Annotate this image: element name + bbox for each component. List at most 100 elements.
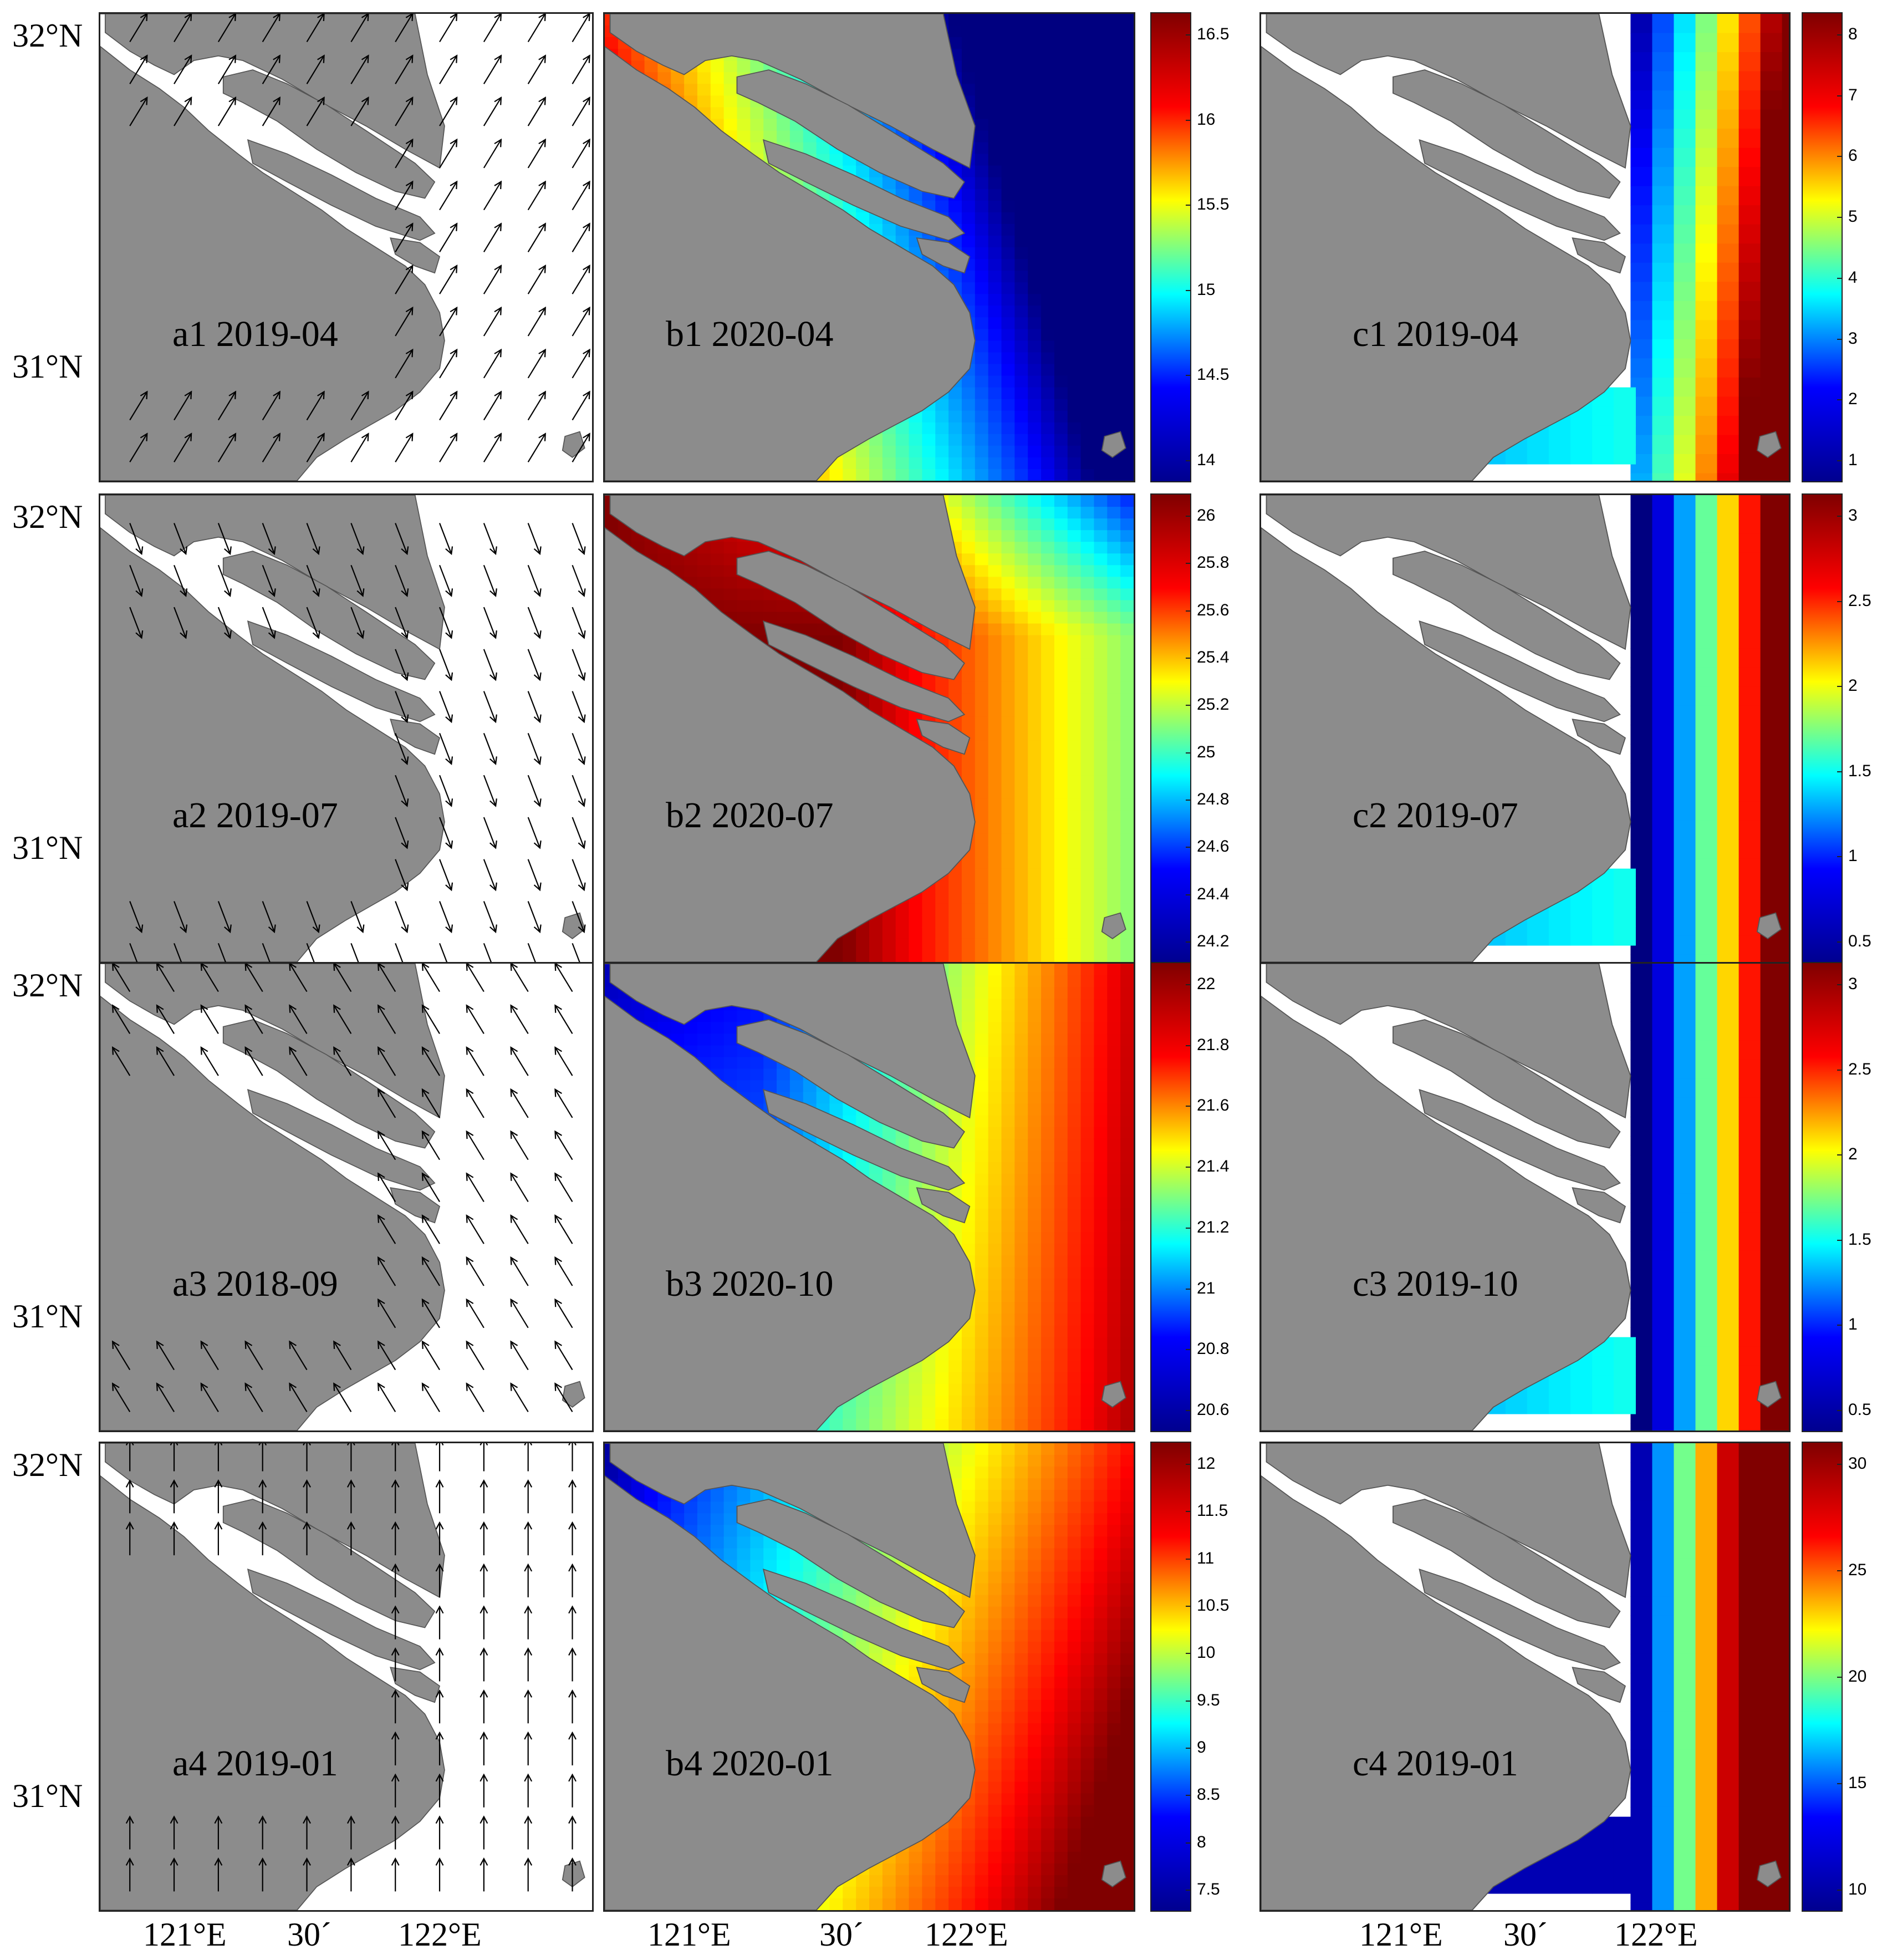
arrow-head (489, 840, 497, 849)
arrow-head (140, 390, 148, 400)
chongming-island (1393, 1499, 1621, 1628)
arrow-head (378, 964, 385, 971)
arrow-head (361, 96, 369, 105)
colorbar-tick (1186, 658, 1191, 659)
panel-label: c3 2019-10 (1353, 1264, 1518, 1304)
current-arrow (527, 775, 540, 806)
arrow-head (578, 588, 586, 597)
map-canvas (605, 964, 1134, 1430)
colorbar-tick-label: 0.5 (1848, 1401, 1871, 1419)
lat-label-north: 32°N (12, 1447, 83, 1483)
arrow-head (568, 1563, 577, 1572)
current-arrow (554, 1341, 573, 1371)
current-arrow (129, 564, 142, 597)
colorbar-tick (1186, 1349, 1191, 1351)
colorbar-tick-label: 25.8 (1197, 553, 1230, 572)
zhoushan-islet (1756, 1860, 1782, 1887)
arrow-head (480, 1731, 488, 1740)
arrow-head (303, 1815, 311, 1824)
arrow-head (583, 264, 590, 273)
colorbar-tick-label: 6 (1848, 146, 1858, 165)
colorbar-tick (1186, 847, 1191, 848)
colorbar-tick (1186, 941, 1191, 943)
current-arrow (572, 607, 585, 638)
arrow-head (538, 96, 546, 105)
colorbar-tick (1186, 1795, 1191, 1796)
arrow-head (421, 964, 430, 971)
current-arrow (306, 97, 325, 126)
current-arrow (395, 391, 414, 421)
lon-label: 30´ (819, 1916, 864, 1953)
arrow-head (480, 1479, 488, 1488)
arrow-head (524, 1605, 533, 1614)
current-arrow (395, 433, 414, 462)
arrow-head (223, 546, 232, 556)
colorbar-tick (1837, 338, 1843, 340)
zhoushan-islet (562, 1381, 585, 1408)
current-arrow (510, 1005, 529, 1034)
arrow-head (273, 14, 280, 21)
colorbar-tick (1186, 1410, 1191, 1411)
current-arrow (466, 964, 484, 992)
arrow-head (489, 756, 497, 765)
arrow-head (421, 1340, 430, 1350)
panel-label: b4 2020-01 (666, 1743, 834, 1784)
map-panel-b2: b2 2020-07 (603, 493, 1135, 964)
arrow-head (421, 1004, 430, 1013)
colorbar-tick-label: 8.5 (1197, 1785, 1220, 1804)
arrow-head (538, 222, 546, 231)
arrow-head (538, 180, 546, 190)
arrow-head (333, 1004, 341, 1013)
colorbar-tick-label: 25.2 (1197, 695, 1230, 714)
south-bank-land (1261, 995, 1631, 1430)
current-arrow (572, 223, 590, 252)
current-arrow (439, 14, 458, 43)
arrow-head (435, 1521, 444, 1530)
arrow-head (466, 1130, 474, 1139)
current-arrow (439, 55, 458, 84)
current-arrows (111, 964, 573, 1412)
colorbar-tick (1837, 1570, 1843, 1571)
arrow-head (312, 588, 320, 597)
arrow-head (401, 882, 409, 892)
colorbar-tick-label: 25.6 (1197, 600, 1230, 619)
arrow-head (554, 1046, 562, 1055)
chongming-island (222, 69, 436, 199)
current-arrow (527, 14, 546, 43)
arrow-head (533, 798, 542, 807)
colorbar-tick-label: 8 (1848, 25, 1858, 43)
arrow-head (435, 1689, 444, 1698)
zhoushan-islet (1101, 431, 1126, 458)
arrow-head (317, 432, 325, 441)
colorbar-tick (1186, 1606, 1191, 1607)
current-arrow (333, 1341, 352, 1371)
current-arrow (395, 943, 404, 962)
arrow-head (268, 630, 276, 639)
current-arrow (217, 55, 236, 84)
map-canvas (1261, 964, 1789, 1430)
land-area (100, 964, 585, 1430)
arrow-head (554, 1340, 562, 1350)
arrow-head (489, 588, 497, 597)
arrow-head (377, 1004, 385, 1013)
colorbar-tick-label: 30 (1848, 1454, 1867, 1473)
map-canvas (100, 495, 586, 962)
current-arrow (483, 181, 502, 211)
colorbar-c1 (1802, 12, 1843, 482)
map-panel-a2: a2 2019-07 (99, 493, 594, 964)
arrow-head (223, 924, 232, 934)
arrow-head (510, 1256, 518, 1265)
arrow-head (421, 1088, 430, 1097)
arrow-head (450, 306, 458, 315)
arrow-head (140, 14, 148, 21)
lat-label-south: 31°N (12, 1778, 83, 1814)
current-arrow (466, 1341, 484, 1371)
current-arrow (333, 964, 352, 992)
current-arrow (174, 14, 192, 43)
lon-label: 122°E (1614, 1916, 1698, 1953)
colorbar-tick-label: 1 (1848, 847, 1858, 866)
current-arrow (129, 607, 142, 638)
colorbar-tick-label: 10 (1197, 1643, 1216, 1662)
north-bank-land (1261, 964, 1631, 1119)
arrow-head (111, 1046, 120, 1055)
